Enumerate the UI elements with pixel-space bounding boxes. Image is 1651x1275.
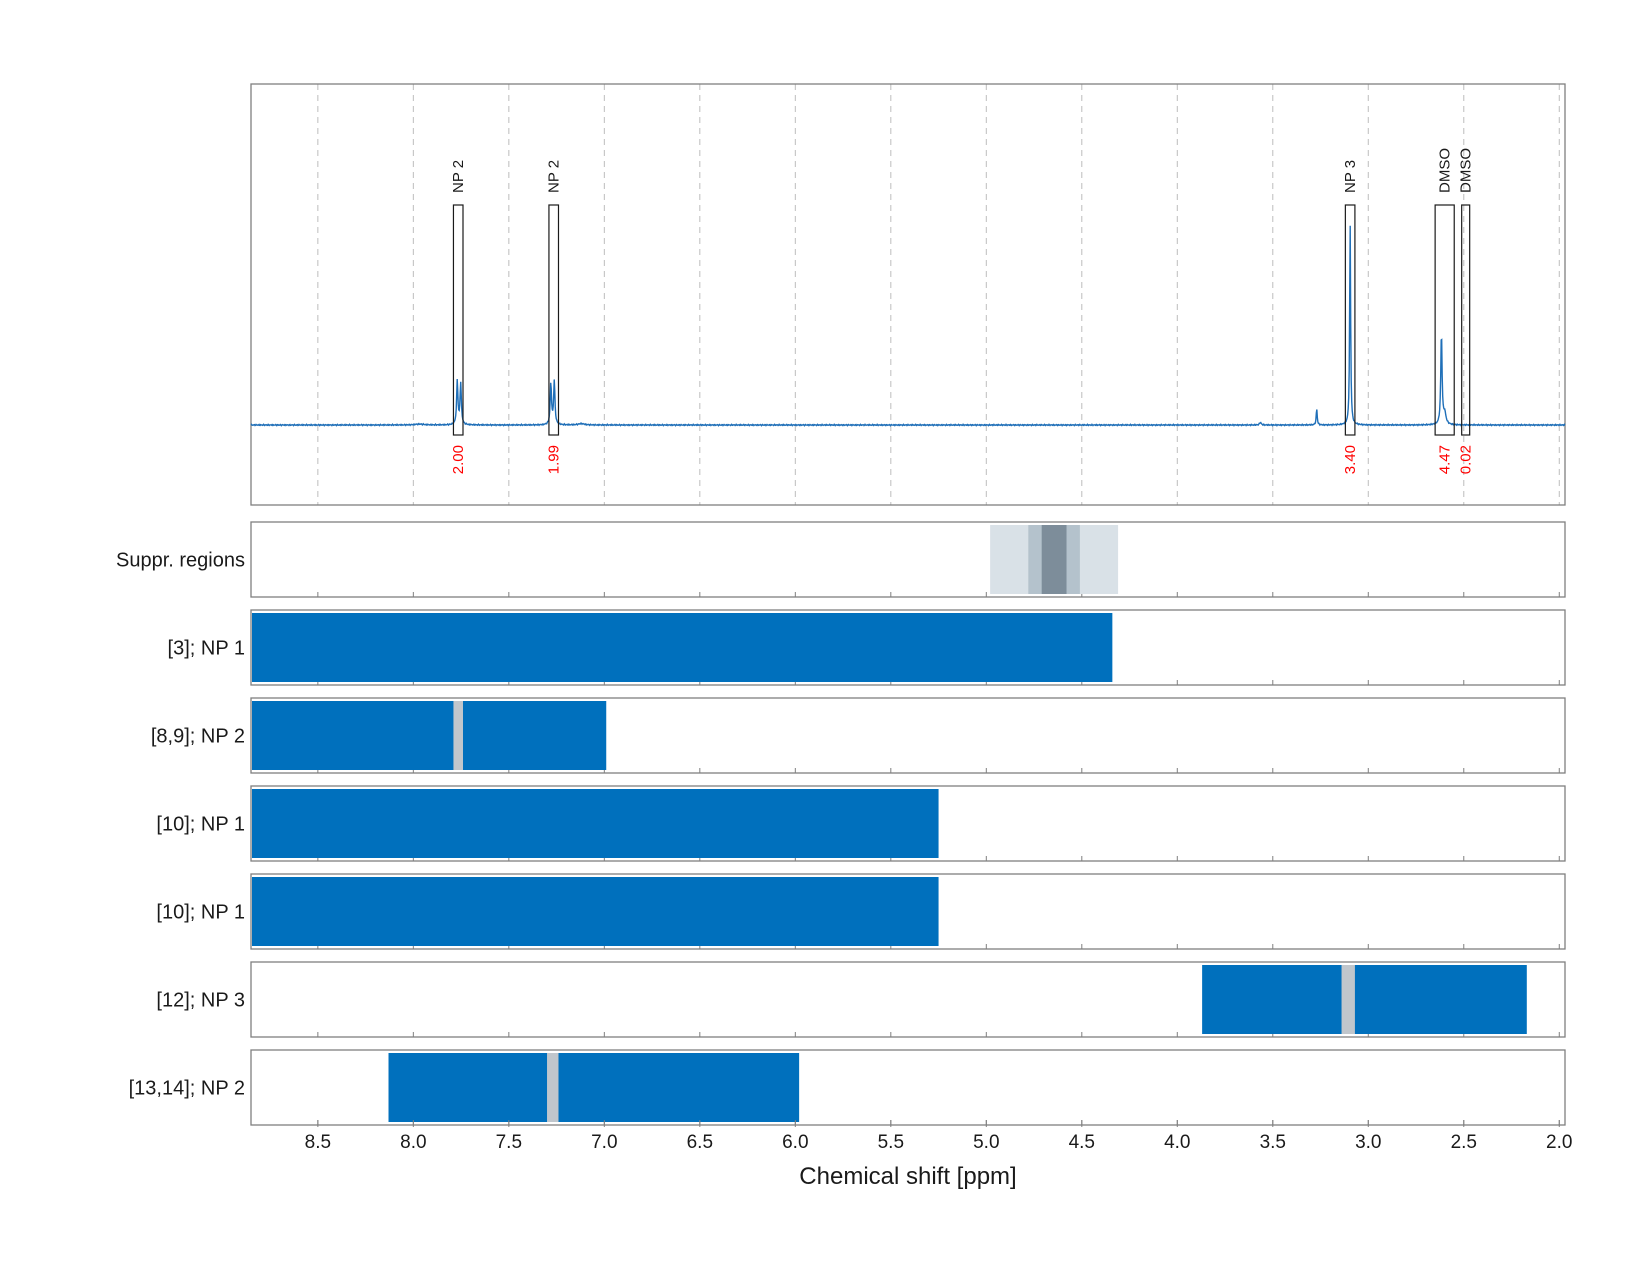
- x-tick-label: 3.0: [1355, 1132, 1381, 1153]
- x-tick-label: 5.5: [878, 1132, 904, 1153]
- spectrum-line: [250, 225, 1566, 427]
- peak-integral: 3.40: [1342, 445, 1359, 474]
- x-tick-label: 6.0: [782, 1132, 808, 1153]
- grid-layer: [317, 84, 1560, 505]
- x-tick-label: 7.5: [496, 1132, 522, 1153]
- tracks-panel: Suppr. regions [3]; NP 1 [8,9]; NP 2 [10]; …: [116, 521, 1566, 1126]
- assignment-track-label: [10]; NP 1: [156, 814, 245, 836]
- peak-label: NP 2: [450, 160, 467, 193]
- peak-region-box: [1344, 204, 1356, 436]
- peak-region-box: [548, 204, 560, 436]
- assignment-track-label: [10]; NP 1: [156, 902, 245, 924]
- assignment-track-label: [3]; NP 1: [168, 638, 245, 660]
- peak-integral: 1.99: [546, 445, 563, 474]
- assignment-range-bar: [252, 613, 1113, 682]
- assignment-track-frame: [250, 873, 1566, 950]
- x-axis-label: Chemical shift [ppm]: [799, 1163, 1016, 1190]
- spectrum-frame: [250, 83, 1566, 506]
- assignment-track-label: [8,9]; NP 2: [151, 726, 245, 748]
- x-tick-label: 7.0: [591, 1132, 617, 1153]
- assignment-range-bar: [252, 877, 939, 946]
- x-tick-label: 6.5: [687, 1132, 713, 1153]
- suppression-track-label: Suppr. regions: [116, 550, 245, 572]
- x-tick-label: 3.5: [1260, 1132, 1286, 1153]
- peak-region-box: [1434, 204, 1455, 436]
- suppression-track-frame: [250, 521, 1566, 598]
- assignment-track-label: [12]; NP 3: [156, 990, 245, 1012]
- assignment-gap: [1341, 965, 1355, 1034]
- assignment-track-frame: [250, 1049, 1566, 1126]
- x-tick-label: 2.0: [1546, 1132, 1572, 1153]
- peak-label: NP 2: [546, 160, 563, 193]
- peak-label: DMSO: [1437, 148, 1454, 193]
- assignment-gap: [453, 701, 463, 770]
- assignment-gap: [547, 1053, 559, 1122]
- spectrum-panel: NP 2 2.00 NP 2 1.99 NP 3 3.40 DMSO 4.47 DMSO 0.02: [250, 83, 1566, 506]
- peak-region-box: [1461, 204, 1471, 436]
- peak-region-box: [452, 204, 464, 436]
- assignment-track-frame: [250, 785, 1566, 862]
- x-tick-label: 8.0: [400, 1132, 426, 1153]
- assignment-range-bar: [252, 789, 939, 858]
- assignment-track-frame: [250, 609, 1566, 686]
- x-tick-label: 5.0: [973, 1132, 999, 1153]
- assignment-range-bar: [1202, 965, 1527, 1034]
- peak-integral: 2.00: [450, 445, 467, 474]
- x-tick-label: 2.5: [1451, 1132, 1477, 1153]
- assignment-track-frame: [250, 697, 1566, 774]
- suppression-region: [1041, 525, 1067, 594]
- peak-integral: 0.02: [1458, 445, 1475, 474]
- x-tick-label: 8.5: [305, 1132, 331, 1153]
- x-tick-label: 4.0: [1164, 1132, 1190, 1153]
- assignment-track-frame: [250, 961, 1566, 1038]
- peak-label: DMSO: [1458, 148, 1475, 193]
- assignment-track-label: [13,14]; NP 2: [129, 1078, 245, 1100]
- peak-integral: 4.47: [1437, 445, 1454, 474]
- x-tick-label: 4.5: [1069, 1132, 1095, 1153]
- x-axis: 8.5 8.0 7.5 7.0 6.5 6.0 5.5 5.0 4.5 4.0 3.5 3.0 2.5 2…: [305, 1120, 1572, 1153]
- assignment-range-bar: [252, 701, 607, 770]
- peak-label: NP 3: [1342, 160, 1359, 193]
- assignment-range-bar: [388, 1053, 800, 1122]
